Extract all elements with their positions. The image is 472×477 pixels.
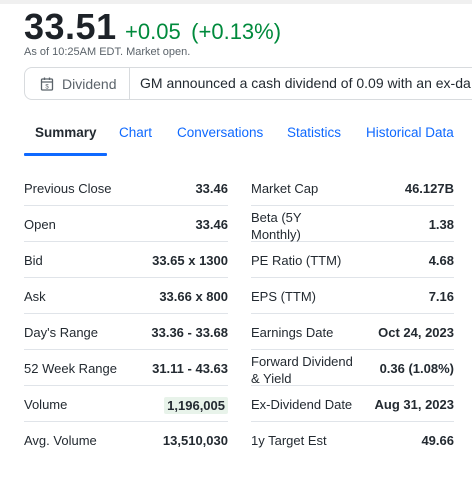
- stat-label: Beta (5Y Monthly): [251, 210, 302, 242]
- table-row: Market Cap 46.127B: [251, 170, 454, 206]
- event-tag: $ Dividend: [25, 68, 130, 99]
- stat-value: 33.46: [195, 217, 228, 232]
- table-row: Earnings Date Oct 24, 2023: [251, 314, 454, 350]
- event-message: GM announced a cash dividend of 0.09 wit…: [140, 75, 471, 91]
- calendar-icon: $: [40, 77, 54, 91]
- stat-label: EPS (TTM): [251, 289, 316, 304]
- stat-label: Avg. Volume: [24, 433, 97, 448]
- tab-historical-data[interactable]: Historical Data: [366, 125, 454, 140]
- event-tag-label: Dividend: [62, 75, 117, 92]
- stat-value: 7.16: [428, 289, 454, 304]
- table-row: 1y Target Est 49.66: [251, 422, 454, 458]
- stat-value: 49.66: [421, 433, 454, 448]
- active-tab-indicator: [24, 153, 107, 156]
- quote-tabs: Summary Chart Conversations Statistics H…: [24, 115, 472, 157]
- stat-value: 33.46: [195, 181, 228, 196]
- stat-label: Earnings Date: [251, 325, 334, 340]
- tab-chart[interactable]: Chart: [119, 125, 153, 140]
- stat-value: 4.68: [428, 253, 454, 268]
- stat-value: 33.36 - 33.68: [151, 325, 228, 340]
- stat-label: Volume: [24, 397, 68, 412]
- stat-value: 33.65 x 1300: [152, 253, 228, 268]
- table-row: Volume 1,196,005: [24, 386, 228, 422]
- stat-value: 31.11 - 43.63: [152, 361, 228, 376]
- stat-label: 1y Target Est: [251, 433, 327, 448]
- stat-value: 1,196,005: [164, 397, 228, 414]
- market-status: As of 10:25AM EDT. Market open.: [24, 46, 191, 58]
- table-row: Beta (5Y Monthly) 1.38: [251, 206, 454, 242]
- stat-value: Aug 31, 2023: [374, 397, 455, 412]
- table-row: Ask 33.66 x 800: [24, 278, 228, 314]
- stat-label: PE Ratio (TTM): [251, 253, 342, 268]
- svg-text:$: $: [45, 84, 49, 90]
- table-row: Day's Range 33.36 - 33.68: [24, 314, 228, 350]
- stat-value: 13,510,030: [162, 433, 228, 448]
- stat-label: Ex-Dividend Date: [251, 397, 353, 412]
- table-row: PE Ratio (TTM) 4.68: [251, 242, 454, 278]
- table-row: Forward Dividend & Yield 0.36 (1.08%): [251, 350, 454, 386]
- tab-statistics[interactable]: Statistics: [287, 125, 342, 140]
- stat-value: 33.66 x 800: [159, 289, 228, 304]
- table-row: Open 33.46: [24, 206, 228, 242]
- top-bar: [0, 0, 472, 4]
- stat-label: Bid: [24, 253, 43, 268]
- table-row: Bid 33.65 x 1300: [24, 242, 228, 278]
- price-change-percent: (+0.13%): [191, 19, 282, 44]
- table-row: 52 Week Range 31.11 - 43.63: [24, 350, 228, 386]
- table-row: Avg. Volume 13,510,030: [24, 422, 228, 458]
- quote-header: 33.51 +0.05 (+0.13%): [24, 6, 281, 48]
- table-row: Previous Close 33.46: [24, 170, 228, 206]
- dividend-event-banner[interactable]: $ Dividend GM announced a cash dividend …: [24, 67, 472, 100]
- price-change: +0.05: [125, 19, 181, 44]
- current-price: 33.51: [24, 6, 117, 47]
- stat-value: Oct 24, 2023: [378, 325, 454, 340]
- table-row: EPS (TTM) 7.16: [251, 278, 454, 314]
- stat-label: 52 Week Range: [24, 361, 117, 376]
- stat-value: 0.36 (1.08%): [379, 361, 454, 376]
- tab-conversations[interactable]: Conversations: [177, 125, 264, 140]
- stat-value: 46.127B: [404, 181, 454, 196]
- stat-label: Day's Range: [24, 325, 99, 340]
- stat-label: Previous Close: [24, 181, 112, 196]
- stat-label: Open: [24, 217, 56, 232]
- stat-value: 1.38: [428, 217, 454, 232]
- table-row: Ex-Dividend Date Aug 31, 2023: [251, 386, 454, 422]
- stat-label: Ask: [24, 289, 46, 304]
- stat-label: Forward Dividend & Yield: [251, 354, 353, 386]
- tab-summary[interactable]: Summary: [35, 125, 97, 140]
- stat-label: Market Cap: [251, 181, 319, 196]
